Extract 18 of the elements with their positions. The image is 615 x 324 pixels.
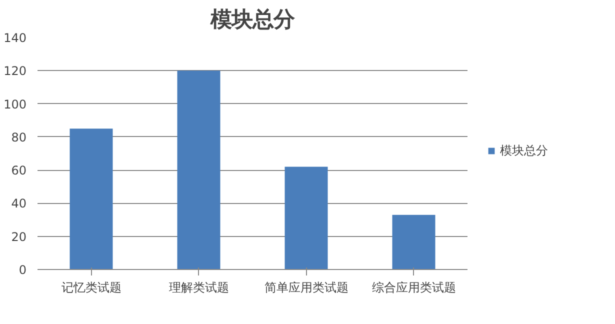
y-tick-label: 140: [4, 31, 26, 45]
y-tick-label: 0: [18, 263, 27, 277]
legend-label: 模块总分: [500, 142, 548, 159]
y-tick-label: 40: [11, 196, 27, 211]
bar: [70, 128, 113, 270]
bar: [392, 214, 436, 270]
y-tick-label: 20: [11, 230, 27, 244]
bar: [177, 70, 220, 270]
y-tick-label: 120: [4, 64, 26, 78]
y-tick-label: 80: [11, 130, 27, 144]
chart-title: 模块总分: [210, 8, 296, 32]
y-tick-label: 60: [11, 164, 27, 178]
x-tick-label: 记忆类试题: [61, 280, 122, 294]
bar: [284, 166, 328, 270]
x-tick-label: 简单应用类试题: [264, 280, 348, 294]
y-tick-label: 100: [4, 97, 26, 112]
x-tick-label: 理解类试题: [168, 280, 229, 294]
x-tick-label: 综合应用类试题: [372, 280, 456, 294]
